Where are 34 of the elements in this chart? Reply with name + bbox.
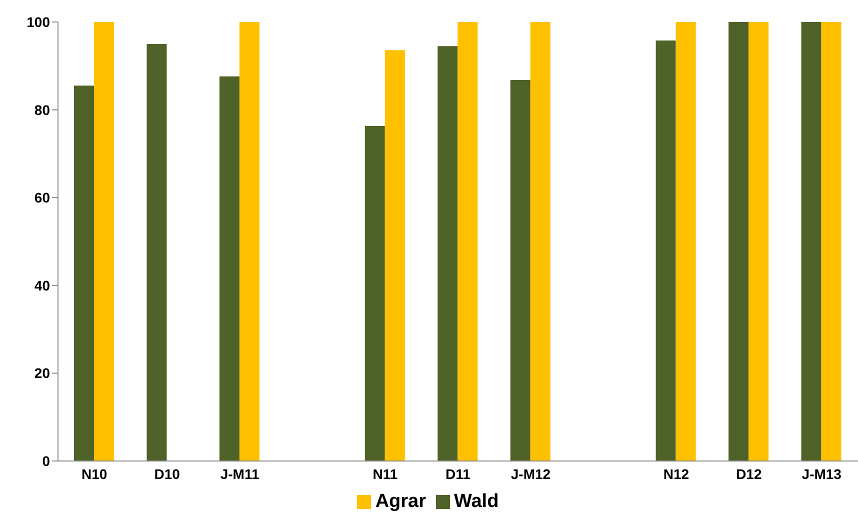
x-tick-label: J-M12 bbox=[510, 466, 551, 482]
y-tick-label: 100 bbox=[26, 14, 50, 30]
x-tick-label: N10 bbox=[82, 466, 108, 482]
bar bbox=[458, 22, 478, 461]
bar bbox=[438, 46, 458, 461]
bar bbox=[364, 126, 385, 461]
bar bbox=[656, 40, 676, 461]
y-tick-label: 40 bbox=[34, 277, 50, 294]
bar bbox=[748, 22, 769, 461]
bar bbox=[146, 44, 167, 461]
y-tick-label: 60 bbox=[34, 190, 50, 206]
bar bbox=[801, 22, 822, 461]
bar bbox=[676, 22, 696, 461]
bar bbox=[219, 76, 240, 461]
x-tick-label: D12 bbox=[736, 466, 762, 482]
bar bbox=[94, 22, 114, 461]
bar bbox=[384, 50, 405, 461]
bar bbox=[74, 86, 94, 461]
y-tick-label: 80 bbox=[34, 102, 50, 118]
bar bbox=[510, 80, 530, 461]
y-tick-label: 20 bbox=[34, 365, 50, 382]
bar bbox=[821, 22, 842, 461]
y-tick-label: 0 bbox=[42, 452, 50, 469]
x-tick-label: D10 bbox=[154, 466, 180, 482]
x-tick-label: N11 bbox=[372, 466, 398, 482]
x-tick-label: N12 bbox=[663, 466, 690, 482]
x-tick-label: D11 bbox=[446, 466, 471, 482]
bar bbox=[728, 22, 749, 461]
x-tick-label: J-M13 bbox=[802, 466, 842, 482]
legend-label: Agrar bbox=[375, 491, 426, 512]
legend-label: Wald bbox=[454, 491, 499, 512]
x-tick-label: J-M11 bbox=[220, 466, 260, 482]
bar bbox=[530, 22, 550, 461]
bar bbox=[239, 22, 260, 461]
